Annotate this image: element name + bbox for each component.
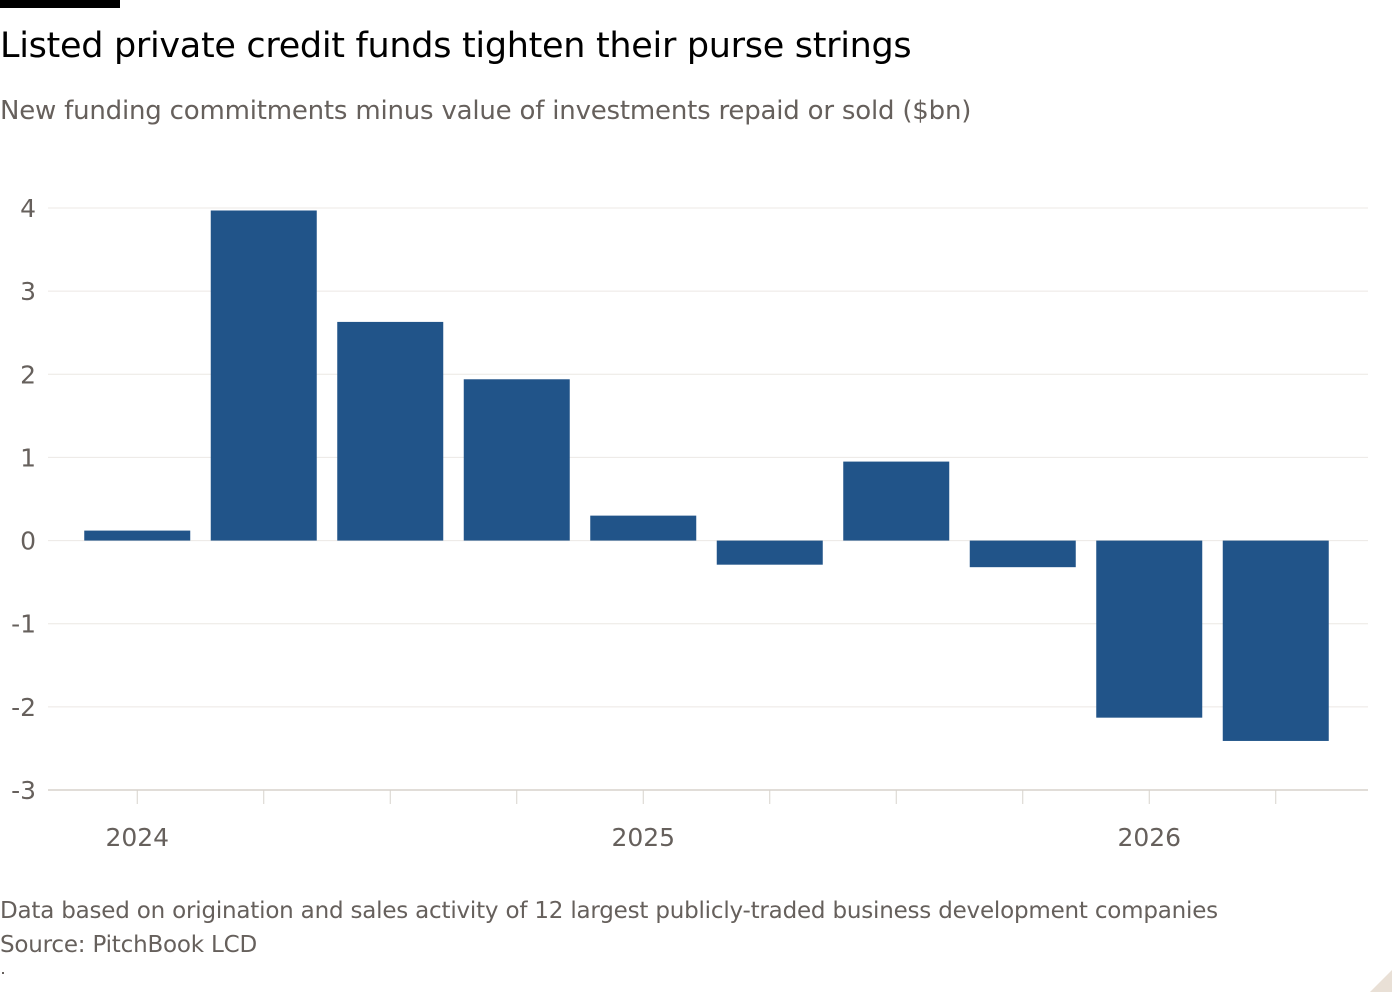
bar-2024-q2 <box>210 210 317 541</box>
x-tick-label: 2025 <box>611 823 675 852</box>
bar-2025-q1 <box>590 515 697 541</box>
corner-mark <box>1370 970 1392 992</box>
bar-2024-q3 <box>337 321 444 541</box>
bar-chart: 4 3 2 1 0 -1 -2 -3 2024 2025 2026 <box>11 194 1368 852</box>
brand-bar <box>0 0 120 8</box>
y-tick-label: -3 <box>11 776 36 805</box>
y-tick-label: -1 <box>11 610 36 639</box>
chart-source: Source: PitchBook LCD <box>0 932 257 958</box>
bar-2026-q2 <box>1222 540 1329 741</box>
footer-dot <box>2 972 4 974</box>
y-tick-label: -2 <box>11 693 36 722</box>
chart-title: Listed private credit funds tighten thei… <box>0 26 912 66</box>
y-tick-label: 4 <box>20 194 36 223</box>
bar-2024-q1 <box>84 530 191 541</box>
bar-2025-q3 <box>843 461 950 541</box>
chart-subtitle: New funding commitments minus value of i… <box>0 96 972 126</box>
bar-2026-q1 <box>1096 540 1203 718</box>
chart-footnote: Data based on origination and sales acti… <box>0 898 1218 924</box>
x-axis-ticks: 2024 2025 2026 <box>105 790 1277 852</box>
bar-2025-q4 <box>969 540 1076 568</box>
x-tick-label: 2024 <box>105 823 169 852</box>
y-tick-label: 1 <box>20 443 36 472</box>
y-tick-label: 3 <box>20 277 36 306</box>
y-tick-label: 0 <box>20 527 36 556</box>
y-tick-label: 2 <box>20 360 36 389</box>
bar-2024-q4 <box>463 379 570 541</box>
bars <box>84 210 1329 741</box>
y-axis-ticks: 4 3 2 1 0 -1 -2 -3 <box>11 194 36 805</box>
x-tick-label: 2026 <box>1117 823 1181 852</box>
bar-2025-q2 <box>716 540 823 565</box>
